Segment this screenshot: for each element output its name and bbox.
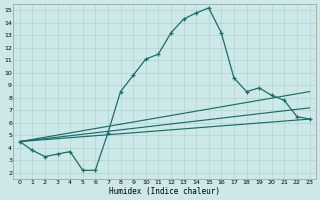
X-axis label: Humidex (Indice chaleur): Humidex (Indice chaleur) <box>109 187 220 196</box>
